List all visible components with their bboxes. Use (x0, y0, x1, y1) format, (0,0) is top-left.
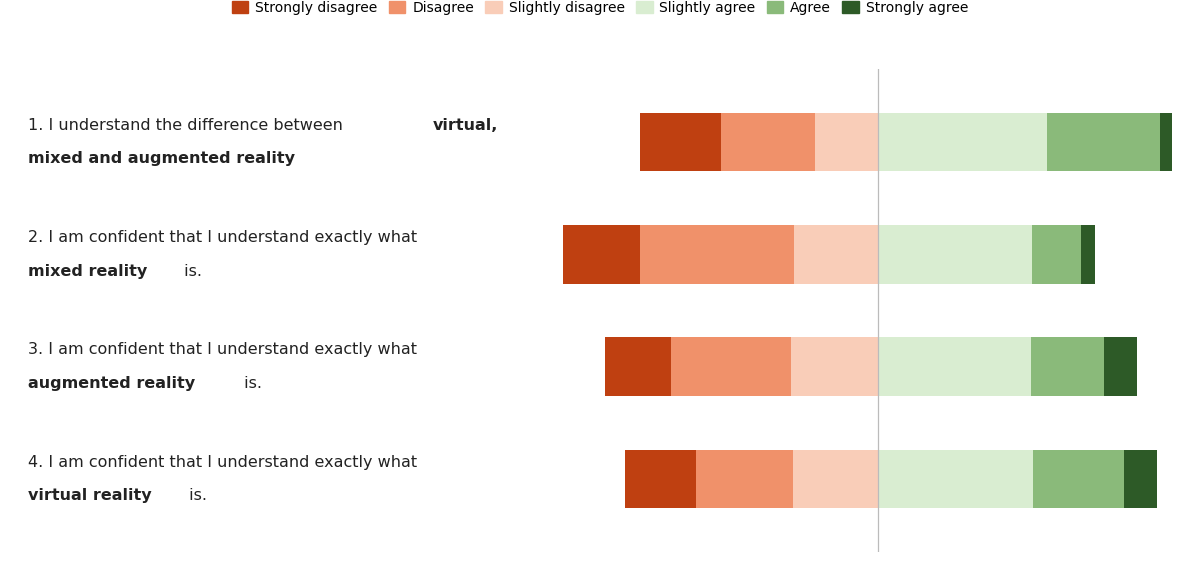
Bar (672, 338, 791, 396)
Bar (1032, 225, 1081, 283)
Bar (1159, 113, 1172, 171)
Bar (721, 113, 815, 171)
Text: 1. I understand the difference between: 1. I understand the difference between (28, 118, 348, 133)
Bar (640, 225, 793, 283)
Text: mixed reality: mixed reality (28, 264, 148, 279)
Text: is.: is. (185, 488, 208, 503)
Bar (793, 225, 877, 283)
Bar (877, 113, 1046, 171)
Text: is.: is. (179, 264, 202, 279)
Text: is.: is. (239, 376, 263, 391)
Bar (1124, 450, 1157, 508)
Bar (563, 225, 640, 283)
Bar (624, 450, 696, 508)
Bar (640, 113, 721, 171)
Bar (877, 450, 1033, 508)
Bar (1104, 338, 1138, 396)
Text: 4. I am confident that I understand exactly what: 4. I am confident that I understand exac… (28, 455, 418, 470)
Legend: Strongly disagree, Disagree, Slightly disagree, Slightly agree, Agree, Strongly : Strongly disagree, Disagree, Slightly di… (226, 0, 974, 21)
Bar (1033, 450, 1124, 508)
Bar (877, 338, 1031, 396)
Bar (815, 113, 877, 171)
Text: virtual,: virtual, (433, 118, 498, 133)
Bar (1031, 338, 1104, 396)
Bar (793, 450, 877, 508)
Bar (696, 450, 793, 508)
Bar (605, 338, 672, 396)
Text: virtual reality: virtual reality (28, 488, 151, 503)
Bar (791, 338, 877, 396)
Text: 3. I am confident that I understand exactly what: 3. I am confident that I understand exac… (28, 342, 418, 357)
Text: mixed and augmented reality: mixed and augmented reality (28, 151, 295, 166)
Bar (1081, 225, 1094, 283)
Text: 2. I am confident that I understand exactly what: 2. I am confident that I understand exac… (28, 230, 418, 245)
Text: augmented reality: augmented reality (28, 376, 196, 391)
Bar (1046, 113, 1159, 171)
Bar (877, 225, 1032, 283)
